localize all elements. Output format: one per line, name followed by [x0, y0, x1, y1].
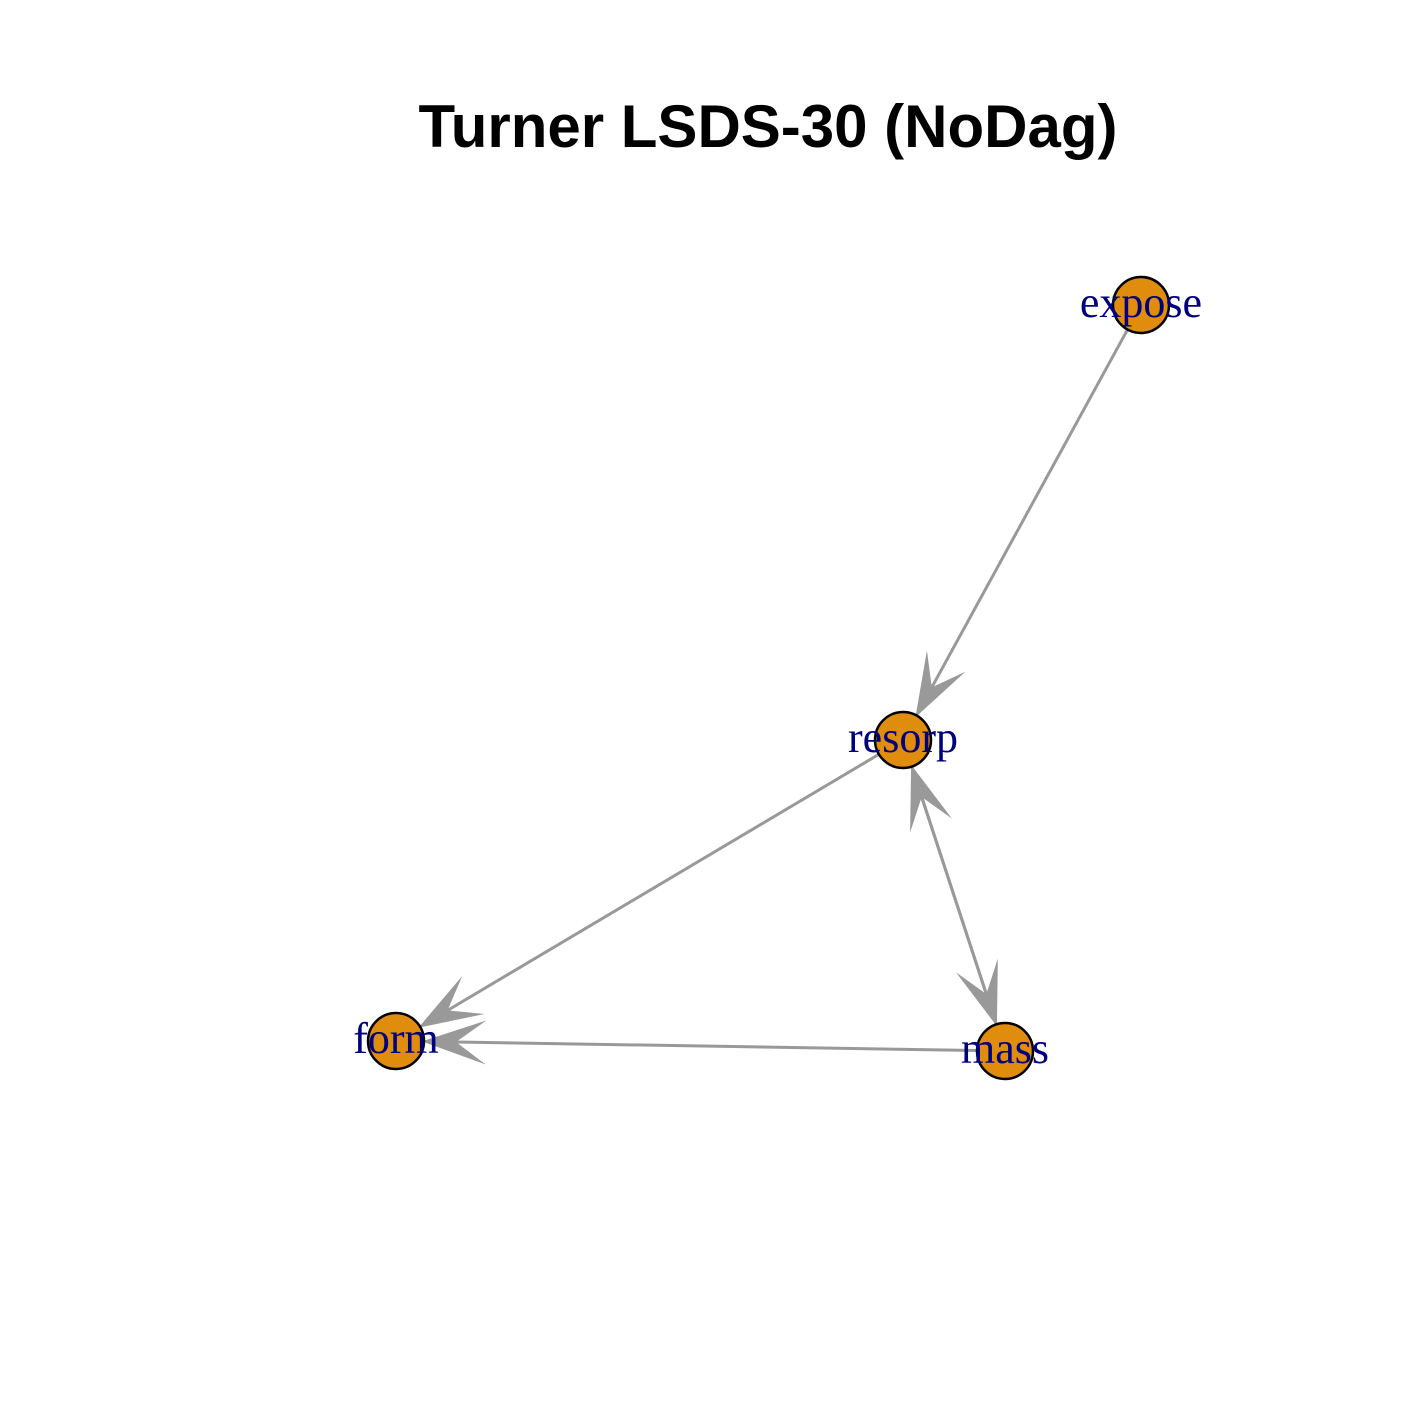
edge-mass-to-form [421, 1020, 978, 1065]
node-label: expose [1080, 278, 1202, 327]
node-label: form [353, 1014, 439, 1063]
edge-line [446, 753, 880, 1012]
node-form[interactable]: form [353, 1011, 439, 1071]
arrowhead [956, 958, 998, 1027]
arrowhead [418, 976, 485, 1028]
edge-resorp-to-mass [910, 766, 998, 1027]
edge-line [910, 766, 988, 995]
edge-expose-to-resorp [915, 328, 1129, 718]
edge-line [455, 1040, 978, 1053]
node-mass[interactable]: mass [961, 1021, 1049, 1081]
node-circle[interactable] [975, 1021, 1035, 1081]
edge-line [930, 328, 1129, 689]
node-circle[interactable] [366, 1011, 426, 1071]
diagram-title: Turner LSDS-30 (NoDag) [419, 93, 1118, 160]
node-resorp[interactable]: resorp [848, 710, 958, 770]
nodes-layer: expose resorp form mass [353, 275, 1202, 1081]
node-circle[interactable] [873, 710, 933, 770]
node-label: mass [961, 1024, 1049, 1073]
arrowhead [915, 650, 966, 718]
edges-layer [418, 328, 1129, 1065]
arrowhead [421, 1020, 487, 1065]
node-circle[interactable] [1111, 275, 1171, 335]
node-expose[interactable]: expose [1080, 275, 1202, 335]
node-label: resorp [848, 713, 958, 762]
arrowhead [910, 764, 952, 833]
edge-resorp-to-form [418, 753, 880, 1028]
